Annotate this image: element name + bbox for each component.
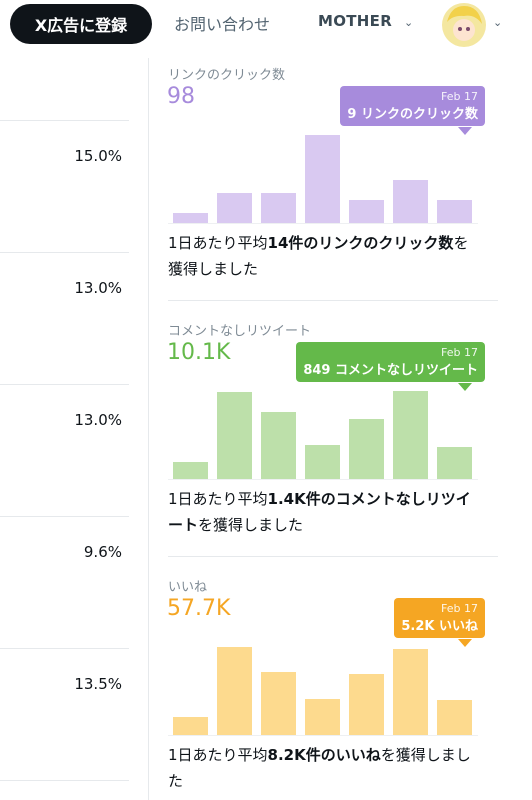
bar — [393, 649, 428, 735]
bar — [349, 200, 384, 223]
tooltip-text: 5.2K いいね — [401, 619, 478, 634]
bar — [305, 444, 340, 479]
card-divider — [168, 556, 498, 557]
contact-link[interactable]: お問い合わせ — [174, 15, 271, 34]
bar — [305, 135, 340, 223]
percentage: 13.0% — [74, 411, 122, 429]
percentage: 15.0% — [74, 147, 122, 165]
bar — [437, 200, 472, 223]
tooltip-date: Feb 17 — [441, 90, 478, 103]
avatar-eye — [458, 27, 462, 31]
summary-text: を獲得しました — [168, 234, 469, 278]
tooltip: Feb 17 5.2K いいね — [394, 598, 485, 638]
tooltip-text: 9 リンクのクリック数 — [347, 107, 478, 122]
bar — [261, 671, 296, 735]
column-divider — [148, 58, 149, 800]
percentage: 9.6% — [83, 543, 122, 561]
tooltip: Feb 17 849 コメントなしリツイート — [296, 342, 485, 382]
metric-total: 98 — [167, 84, 195, 109]
row-divider — [0, 384, 129, 385]
bar — [217, 391, 252, 479]
metric-total: 10.1K — [167, 340, 231, 365]
row-divider — [0, 780, 129, 781]
tooltip-date: Feb 17 — [441, 346, 478, 359]
ads-button[interactable]: X広告に登録 — [10, 4, 152, 44]
tooltip-pointer — [458, 127, 472, 135]
bar — [173, 716, 208, 735]
bar — [437, 446, 472, 479]
bar — [261, 412, 296, 479]
summary: 1日あたり平均8.2K件のいいねを獲得しました — [168, 742, 478, 794]
summary-text: 1日あたり平均 — [168, 490, 268, 508]
metric-label: コメントなしリツイート — [168, 324, 312, 339]
summary-highlight: 14件のリンクのクリック数 — [267, 234, 454, 252]
metric-total: 57.7K — [167, 596, 231, 621]
bar — [305, 698, 340, 735]
bar — [173, 212, 208, 223]
bar — [261, 192, 296, 223]
bar — [349, 673, 384, 735]
avatar-chevron[interactable]: ⌄ — [493, 16, 503, 29]
baseline — [168, 479, 478, 480]
bar — [217, 647, 252, 735]
row-divider — [0, 252, 129, 253]
bar — [393, 180, 428, 223]
card-divider — [168, 300, 498, 301]
bar — [173, 461, 208, 479]
summary-text: 1日あたり平均 — [168, 234, 268, 252]
avatar-face — [453, 19, 475, 41]
bar — [349, 418, 384, 479]
summary-text: を獲得しました — [168, 746, 471, 790]
avatar[interactable] — [441, 2, 487, 48]
summary-highlight: 8.2K件のいいね — [267, 746, 381, 764]
summary-text: 1日あたり平均 — [168, 746, 268, 764]
summary: 1日あたり平均1.4K件のコメントなしリツイートを獲得しました — [168, 486, 478, 538]
bar — [393, 391, 428, 479]
percentage: 13.5% — [74, 675, 122, 693]
summary: 1日あたり平均14件のリンクのクリック数を獲得しました — [168, 230, 478, 282]
tooltip: Feb 17 9 リンクのクリック数 — [340, 86, 485, 126]
row-divider — [0, 120, 129, 121]
account-menu[interactable]: MOTHER — [318, 12, 393, 30]
row-divider — [0, 516, 129, 517]
tooltip-text: 849 コメントなしリツイート — [303, 363, 478, 378]
summary-text: を獲得しました — [198, 516, 304, 534]
metric-label: リンクのクリック数 — [168, 68, 286, 83]
tooltip-date: Feb 17 — [441, 602, 478, 615]
account-chevron[interactable]: ⌄ — [404, 16, 414, 29]
baseline — [168, 735, 478, 736]
percentage: 13.0% — [74, 279, 122, 297]
bar — [437, 700, 472, 735]
tooltip-pointer — [458, 383, 472, 391]
summary-highlight: 1.4K件のコメントなしリツイート — [168, 490, 471, 534]
avatar-eye — [466, 27, 470, 31]
metric-label: いいね — [168, 580, 208, 595]
avatar-hair — [447, 6, 482, 24]
baseline — [168, 223, 478, 224]
tooltip-pointer — [458, 639, 472, 647]
row-divider — [0, 648, 129, 649]
bar — [217, 192, 252, 223]
